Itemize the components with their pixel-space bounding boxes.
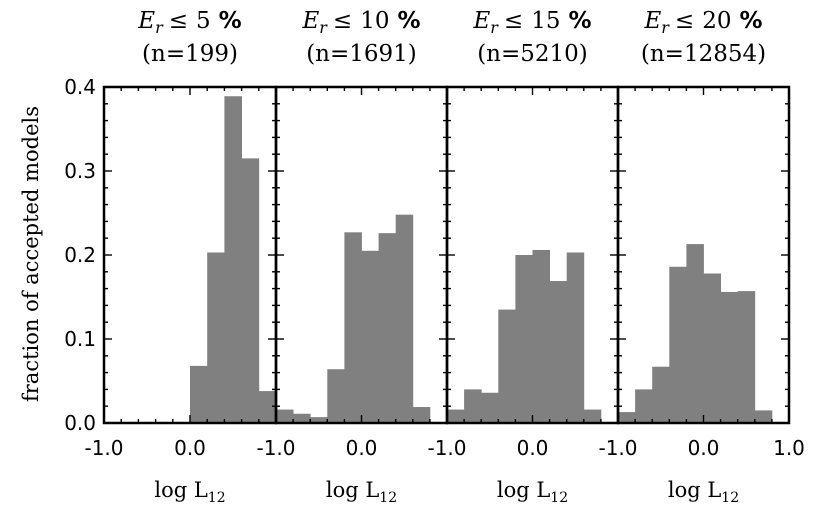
histogram-bar bbox=[267, 391, 277, 423]
histogram-bar bbox=[558, 281, 568, 423]
histogram-bar bbox=[276, 409, 285, 423]
histogram-bar bbox=[250, 158, 260, 423]
histogram-bar bbox=[464, 389, 474, 423]
x-tick-label: -1.0 bbox=[84, 436, 123, 460]
histogram-bar bbox=[395, 214, 405, 423]
histogram-bar bbox=[549, 281, 559, 423]
histogram-bar bbox=[190, 365, 199, 423]
y-tick-label: 0.4 bbox=[64, 75, 96, 99]
x-tick-label: -1.0 bbox=[598, 436, 637, 460]
histogram-bar bbox=[404, 214, 414, 423]
y-tick-label: 0.2 bbox=[64, 243, 96, 267]
histogram-bar bbox=[258, 391, 268, 423]
histogram-bar bbox=[387, 233, 397, 423]
histogram-bar bbox=[575, 252, 585, 423]
histogram-bar bbox=[583, 409, 593, 423]
axis-ticks bbox=[103, 86, 790, 424]
histogram-bar bbox=[318, 417, 328, 423]
histogram-bar bbox=[618, 412, 627, 423]
histogram-bar bbox=[669, 266, 679, 423]
histogram-bar bbox=[489, 392, 499, 423]
histogram-bar bbox=[746, 291, 756, 423]
histogram-bar bbox=[532, 249, 542, 423]
histogram-bar bbox=[455, 409, 465, 423]
histogram-bar bbox=[703, 273, 713, 423]
histogram-bar bbox=[643, 389, 653, 423]
x-tick-label: 0.0 bbox=[517, 436, 549, 460]
histogram-bar bbox=[541, 249, 550, 423]
panel-sample-size: (n=12854) bbox=[641, 41, 766, 67]
histogram-bar bbox=[284, 409, 294, 423]
y-axis-label: fraction of accepted models bbox=[19, 106, 43, 402]
x-tick-label: 0.0 bbox=[174, 436, 206, 460]
y-tick-label: 0.0 bbox=[64, 411, 96, 435]
tick-labels: 0.00.10.20.30.4-1.0 0.0 -1.0 0.0 -1.0 0.0 -1.0… bbox=[64, 75, 805, 460]
histogram-bar bbox=[592, 409, 602, 423]
panel-title: Er ≤10% bbox=[301, 8, 420, 37]
x-axis-label: log L12 bbox=[497, 478, 568, 506]
y-tick-label: 0.1 bbox=[64, 327, 96, 351]
histogram-bar bbox=[712, 273, 721, 423]
histogram-bar bbox=[515, 255, 525, 423]
histogram-bar bbox=[720, 291, 730, 423]
x-axis-label: log L12 bbox=[154, 478, 225, 506]
panel-title: Er ≤15% bbox=[472, 8, 591, 37]
histogram-bar bbox=[327, 369, 337, 423]
histogram-bar bbox=[344, 232, 354, 423]
histogram-bar bbox=[378, 233, 388, 423]
histogram-bars bbox=[190, 96, 773, 424]
histogram-bar bbox=[361, 250, 371, 423]
histogram-bar bbox=[566, 252, 576, 423]
x-axis-label: log L12 bbox=[668, 478, 739, 506]
histogram-bar bbox=[686, 244, 696, 423]
histogram-bar bbox=[729, 291, 739, 423]
x-tick-label: 0.0 bbox=[346, 436, 378, 460]
panel-sample-size: (n=5210) bbox=[477, 41, 588, 67]
x-tick-label: 1.0 bbox=[773, 436, 805, 460]
panel-title: Er ≤20% bbox=[643, 8, 762, 37]
histogram-bar bbox=[754, 410, 764, 423]
histogram-bar bbox=[198, 365, 208, 423]
histogram-bar bbox=[652, 366, 662, 423]
panel-titles: Er ≤5 % (n=199) Er ≤10 % (n=1691) Er ≤15 % (n=5210)… bbox=[137, 8, 766, 67]
histogram-bar bbox=[352, 232, 362, 423]
histogram-bar bbox=[635, 389, 645, 423]
histogram-bar bbox=[224, 96, 234, 424]
histogram-bar bbox=[472, 389, 482, 423]
x-axis-label: log L12 bbox=[326, 478, 397, 506]
histogram-bar bbox=[506, 309, 516, 423]
histogram-bar bbox=[660, 366, 670, 423]
histogram-bar bbox=[412, 407, 422, 423]
histogram-bar bbox=[763, 410, 773, 423]
histogram-bar bbox=[498, 309, 508, 423]
histogram-bar bbox=[523, 255, 533, 423]
histogram-bar bbox=[421, 407, 431, 423]
histogram-bar bbox=[737, 291, 747, 423]
histogram-bar bbox=[626, 412, 636, 423]
x-tick-label: 0.0 bbox=[688, 436, 720, 460]
y-tick-label: 0.3 bbox=[64, 159, 96, 183]
histogram-bar bbox=[241, 158, 251, 423]
x-tick-label: -1.0 bbox=[427, 436, 466, 460]
histogram-bar bbox=[447, 409, 456, 423]
histogram-bar bbox=[694, 244, 704, 423]
histogram-bar bbox=[370, 250, 379, 423]
x-tick-label: -1.0 bbox=[256, 436, 295, 460]
x-axis-labels: log L12 log L12 log L12 log L12 bbox=[154, 478, 739, 506]
histogram-bar bbox=[677, 266, 687, 423]
histogram-bar bbox=[293, 413, 303, 423]
histogram-bar bbox=[481, 392, 491, 423]
histogram-bar bbox=[233, 96, 242, 424]
panel-sample-size: (n=1691) bbox=[306, 41, 417, 67]
histogram-bar bbox=[310, 417, 320, 423]
panel-sample-size: (n=199) bbox=[142, 41, 238, 67]
histogram-bar bbox=[301, 413, 311, 423]
panel-title: Er ≤5% bbox=[137, 8, 241, 37]
histogram-bar bbox=[215, 252, 225, 423]
histogram-bar bbox=[207, 252, 217, 423]
histogram-bar bbox=[335, 369, 345, 423]
